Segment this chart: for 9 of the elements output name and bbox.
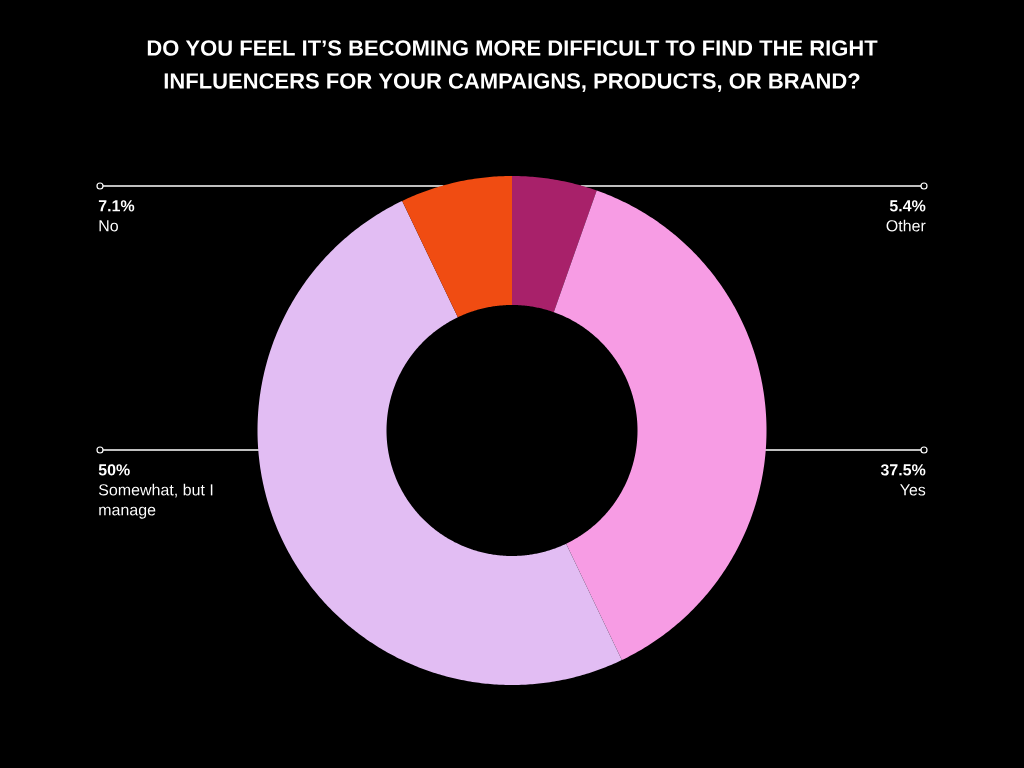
slice-label: Somewhat, but I manage [98, 483, 213, 519]
slice-label: Other [886, 219, 926, 232]
data-label: 50% [98, 464, 130, 476]
chart-title: DO YOU FEEL IT’S BECOMING MORE DIFFICULT TO FIND THE RIGHT INFLUENCERS FOR YOUR CAMPAIGNS, PRODUCTS, OR BRAND? [147, 40, 878, 92]
data-label: 5.4% [889, 200, 926, 212]
data-label: 37.5% [880, 464, 926, 476]
slice-label: No [99, 220, 118, 232]
slice-label: Yes [900, 484, 926, 496]
data-label: 7.1% [98, 200, 135, 212]
